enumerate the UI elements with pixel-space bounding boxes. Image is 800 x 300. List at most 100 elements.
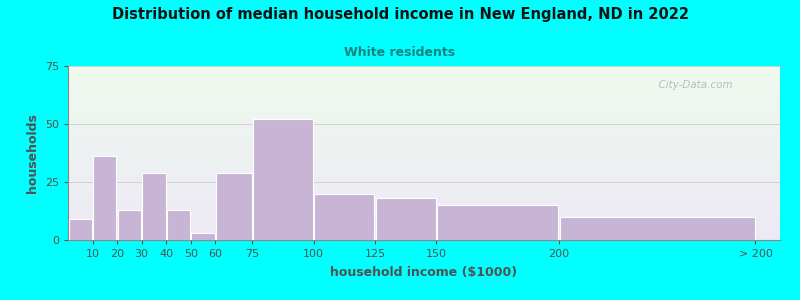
Bar [68, 165, 780, 166]
Bar [68, 91, 780, 92]
Bar [68, 210, 780, 211]
Bar [68, 98, 780, 99]
Bar [68, 94, 780, 95]
Text: City-Data.com: City-Data.com [652, 80, 733, 90]
Bar [68, 88, 780, 89]
Bar [191, 233, 214, 240]
Bar [68, 115, 780, 116]
Bar [68, 111, 780, 112]
Text: White residents: White residents [345, 46, 455, 59]
Bar [68, 215, 780, 216]
Bar [68, 198, 780, 199]
Bar [118, 210, 141, 240]
Bar [68, 158, 780, 159]
Bar [68, 133, 780, 134]
Bar [68, 208, 780, 209]
Bar [69, 219, 92, 240]
Bar [68, 143, 780, 144]
Bar [68, 176, 780, 177]
Bar [68, 118, 780, 119]
Bar [68, 108, 780, 109]
Bar [68, 168, 780, 169]
Bar [68, 213, 780, 214]
Bar [68, 87, 780, 88]
Bar [253, 119, 313, 240]
Bar [68, 186, 780, 187]
Y-axis label: households: households [26, 113, 39, 193]
Bar [68, 197, 780, 198]
Bar [68, 142, 780, 143]
Bar [68, 154, 780, 155]
Bar [68, 164, 780, 165]
Bar [68, 226, 780, 227]
Bar [68, 145, 780, 146]
Bar [68, 174, 780, 175]
Bar [68, 93, 780, 94]
Bar [68, 144, 780, 145]
Bar [68, 161, 780, 162]
Bar [68, 124, 780, 125]
Bar [68, 160, 780, 161]
Bar [68, 92, 780, 93]
Bar [68, 204, 780, 205]
Bar [68, 72, 780, 73]
Bar [68, 184, 780, 185]
Bar [68, 223, 780, 224]
Bar [68, 137, 780, 138]
Bar [560, 217, 755, 240]
Bar [68, 120, 780, 121]
Bar [68, 129, 780, 130]
Bar [68, 114, 780, 115]
Bar [68, 178, 780, 179]
Bar [68, 71, 780, 72]
Bar [68, 121, 780, 122]
Bar [68, 237, 780, 238]
Bar [68, 193, 780, 194]
Bar [68, 130, 780, 131]
Bar [68, 106, 780, 107]
Bar [68, 207, 780, 208]
Bar [68, 101, 780, 102]
Bar [68, 84, 780, 85]
Bar [68, 217, 780, 218]
Bar [375, 198, 436, 240]
Bar [68, 112, 780, 113]
Bar [68, 183, 780, 184]
Bar [68, 232, 780, 233]
Bar [68, 122, 780, 123]
Bar [68, 89, 780, 90]
Bar [68, 218, 780, 219]
Bar [68, 135, 780, 136]
Bar [68, 192, 780, 193]
Bar [68, 97, 780, 98]
Bar [167, 210, 190, 240]
Bar [68, 90, 780, 91]
Bar [68, 163, 780, 164]
Bar [68, 147, 780, 148]
Bar [68, 149, 780, 150]
Bar [68, 153, 780, 154]
Bar [68, 110, 780, 111]
Bar [68, 138, 780, 139]
Bar [68, 171, 780, 172]
Bar [68, 203, 780, 204]
Bar [68, 188, 780, 189]
Bar [68, 156, 780, 157]
Bar [68, 69, 780, 70]
Bar [68, 167, 780, 168]
Bar [68, 128, 780, 129]
Bar [68, 105, 780, 106]
Bar [68, 134, 780, 135]
Bar [314, 194, 374, 240]
Bar [68, 179, 780, 180]
Text: Distribution of median household income in New England, ND in 2022: Distribution of median household income … [111, 8, 689, 22]
Bar [68, 229, 780, 230]
X-axis label: household income ($1000): household income ($1000) [330, 266, 518, 279]
Bar [68, 117, 780, 118]
Bar [68, 228, 780, 229]
Bar [68, 95, 780, 96]
Bar [68, 177, 780, 178]
Bar [68, 136, 780, 137]
Bar [68, 107, 780, 108]
Bar [68, 173, 780, 174]
